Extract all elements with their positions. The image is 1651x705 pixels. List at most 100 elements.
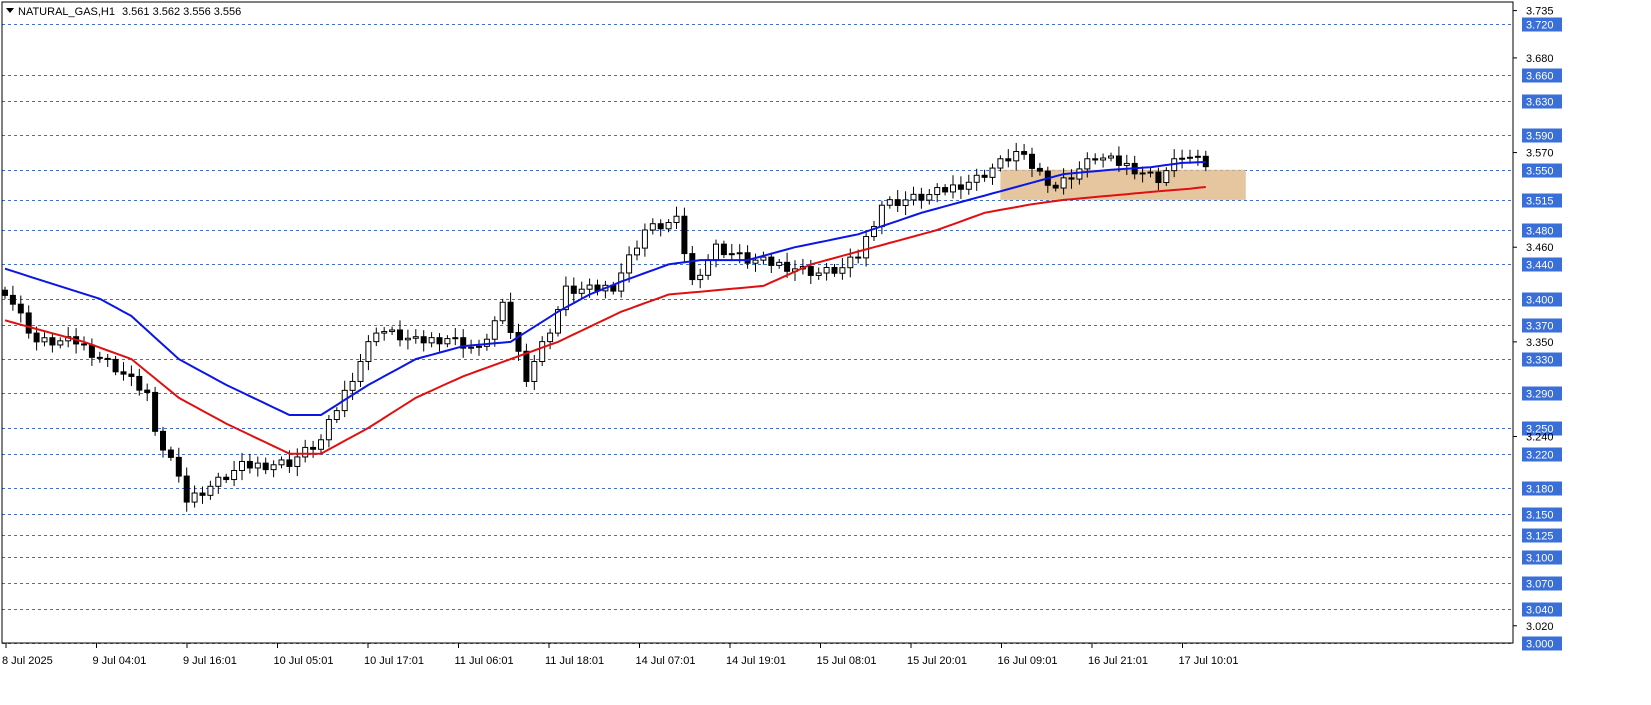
candle[interactable] <box>815 267 822 280</box>
candle[interactable] <box>183 467 190 512</box>
candle[interactable] <box>926 189 933 205</box>
candle[interactable] <box>325 415 332 448</box>
candle[interactable] <box>989 163 996 185</box>
candle[interactable] <box>96 351 103 363</box>
candle[interactable] <box>365 335 372 371</box>
candle[interactable] <box>539 336 546 367</box>
candle[interactable] <box>25 305 32 339</box>
candle[interactable] <box>1123 154 1130 176</box>
candle[interactable] <box>81 336 87 351</box>
candle[interactable] <box>902 191 909 216</box>
candle[interactable] <box>223 473 230 483</box>
candle[interactable] <box>649 218 656 235</box>
candle[interactable] <box>491 316 498 347</box>
candle[interactable] <box>910 186 917 206</box>
candle[interactable] <box>981 169 988 182</box>
candle[interactable] <box>918 187 925 209</box>
candle[interactable] <box>641 223 648 257</box>
candle[interactable] <box>1084 152 1091 178</box>
candle[interactable] <box>531 354 538 391</box>
candle[interactable] <box>397 320 403 347</box>
candle[interactable] <box>1139 166 1146 183</box>
candle[interactable] <box>460 329 467 358</box>
candle[interactable] <box>681 207 688 264</box>
candle[interactable] <box>175 447 182 483</box>
candle[interactable] <box>302 439 309 463</box>
candle[interactable] <box>436 333 443 352</box>
candle[interactable] <box>215 472 222 494</box>
candle[interactable] <box>973 168 980 191</box>
candle[interactable] <box>404 329 411 350</box>
candle[interactable] <box>760 251 767 265</box>
candle[interactable] <box>823 262 830 281</box>
candle[interactable] <box>318 434 324 454</box>
candle[interactable] <box>665 219 672 233</box>
candle[interactable] <box>373 327 380 347</box>
candle[interactable] <box>49 333 56 353</box>
candle[interactable] <box>333 407 340 423</box>
candle[interactable] <box>839 258 846 280</box>
candle[interactable] <box>547 328 554 350</box>
candle[interactable] <box>720 240 727 259</box>
candle[interactable] <box>381 327 388 341</box>
candle[interactable] <box>997 155 1004 172</box>
candle[interactable] <box>231 460 238 487</box>
candle[interactable] <box>262 457 269 475</box>
candle[interactable] <box>515 323 522 361</box>
candle[interactable] <box>570 277 577 303</box>
candle[interactable] <box>523 343 530 387</box>
candle[interactable] <box>1005 149 1012 168</box>
candle[interactable] <box>120 362 127 381</box>
candle[interactable] <box>1163 167 1170 186</box>
candle[interactable] <box>965 174 972 195</box>
candle[interactable] <box>9 285 16 311</box>
candle[interactable] <box>476 339 482 356</box>
candle[interactable] <box>886 196 893 209</box>
candle[interactable] <box>41 332 48 347</box>
candle[interactable] <box>1021 143 1028 160</box>
candle[interactable] <box>1092 153 1099 165</box>
candle[interactable] <box>1013 142 1020 171</box>
candle[interactable] <box>389 326 396 335</box>
candle[interactable] <box>167 446 174 461</box>
candle[interactable] <box>562 276 569 317</box>
candle[interactable] <box>689 246 696 286</box>
candle[interactable] <box>507 292 514 339</box>
candle[interactable] <box>871 221 877 242</box>
candle[interactable] <box>112 355 119 376</box>
candle[interactable] <box>1036 162 1043 176</box>
candle[interactable] <box>17 295 24 323</box>
candle[interactable] <box>942 184 949 196</box>
candle[interactable] <box>33 326 40 351</box>
candle[interactable] <box>768 252 775 273</box>
candle[interactable] <box>270 460 277 478</box>
candle[interactable] <box>950 175 956 199</box>
candle[interactable] <box>626 246 633 283</box>
candle[interactable] <box>752 253 759 272</box>
candle[interactable] <box>1115 146 1122 172</box>
candle[interactable] <box>1155 167 1162 191</box>
candle[interactable] <box>673 206 680 230</box>
candle[interactable] <box>744 245 751 269</box>
candle[interactable] <box>420 330 427 352</box>
candle[interactable] <box>57 337 64 349</box>
candle[interactable] <box>1029 147 1035 178</box>
candle[interactable] <box>128 365 135 387</box>
triangle-down-icon[interactable] <box>6 8 14 13</box>
candle[interactable] <box>697 268 704 289</box>
candle[interactable] <box>499 298 506 325</box>
candle[interactable] <box>310 440 317 458</box>
candle[interactable] <box>957 176 964 199</box>
candle[interactable] <box>152 386 159 436</box>
candle[interactable] <box>1108 152 1114 162</box>
candle[interactable] <box>254 456 261 477</box>
candle[interactable] <box>863 230 870 267</box>
candle[interactable] <box>191 485 198 508</box>
candle[interactable] <box>831 264 838 277</box>
candle[interactable] <box>1060 168 1067 195</box>
candle[interactable] <box>444 335 451 348</box>
candle[interactable] <box>104 353 111 367</box>
candle[interactable] <box>136 368 143 396</box>
candle[interactable] <box>1052 181 1059 192</box>
